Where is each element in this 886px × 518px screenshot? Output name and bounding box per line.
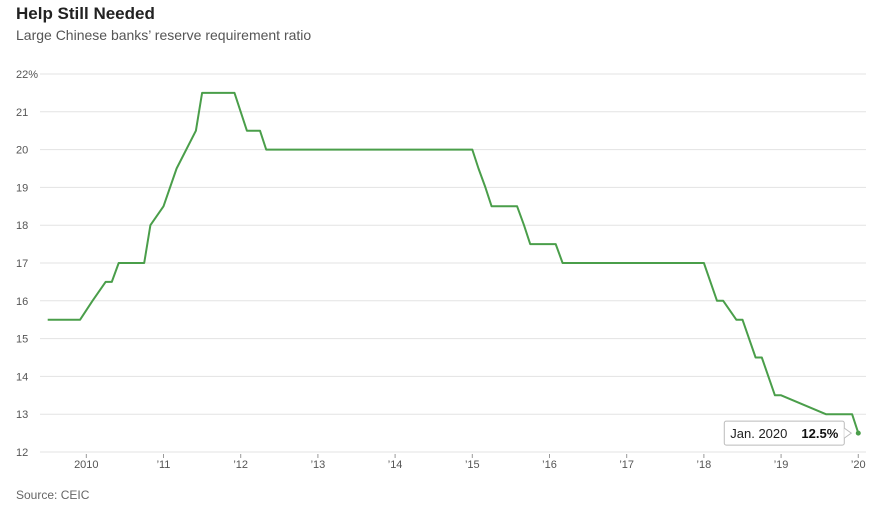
y-tick-label: 22%: [16, 69, 38, 81]
callout-pointer: [843, 427, 853, 439]
y-tick-label: 19: [16, 182, 28, 194]
callout-value-label: 12.5%: [801, 426, 838, 441]
x-tick-label: ’17: [619, 459, 634, 471]
y-tick-label: 12: [16, 447, 28, 459]
x-tick-label: ’14: [388, 459, 403, 471]
y-tick-label: 21: [16, 107, 28, 119]
end-point-marker: [855, 430, 861, 436]
x-tick-label: ’20: [851, 459, 866, 471]
chart-title: Help Still Needed: [16, 4, 155, 23]
chart-subtitle: Large Chinese banks’ reserve requirement…: [16, 27, 312, 43]
x-tick-label: ’12: [233, 459, 248, 471]
x-tick-label: 2010: [74, 459, 98, 471]
series-line: [47, 91, 860, 434]
y-tick-label: 15: [16, 334, 28, 346]
x-tick-label: ’19: [774, 459, 789, 471]
y-tick-label: 17: [16, 258, 28, 270]
source-note: Source: CEIC: [16, 488, 90, 502]
y-tick-label: 13: [16, 409, 28, 421]
x-tick-label: ’11: [157, 459, 171, 471]
y-tick-label: 14: [16, 371, 28, 383]
x-tick-label: ’18: [697, 459, 712, 471]
y-tick-label: 16: [16, 296, 28, 308]
y-tick-label: 18: [16, 220, 28, 232]
y-tick-label: 20: [16, 145, 28, 157]
callout-date-label: Jan. 2020: [730, 426, 787, 441]
x-tick-label: ’16: [542, 459, 557, 471]
x-tick-label: ’15: [465, 459, 480, 471]
x-tick-label: ’13: [311, 459, 326, 471]
